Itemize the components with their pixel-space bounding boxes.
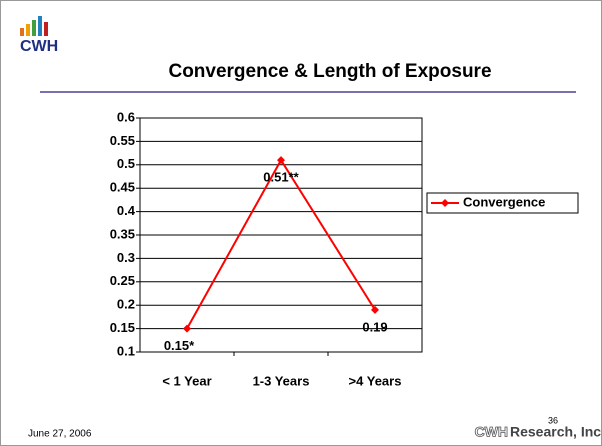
data-label: 0.19 <box>362 319 387 334</box>
x-tick-label: 1-3 Years <box>253 373 310 388</box>
y-tick-label: 0.3 <box>117 250 135 265</box>
y-tick-label: 0.55 <box>110 133 135 148</box>
x-tick-label: < 1 Year <box>162 373 211 388</box>
y-tick-label: 0.2 <box>117 297 135 312</box>
y-tick-label: 0.45 <box>110 180 135 195</box>
chart-title: Convergence & Length of Exposure <box>168 61 491 82</box>
data-point <box>371 305 379 314</box>
y-tick-label: 0.5 <box>117 156 135 171</box>
y-tick-label: 0.1 <box>117 343 135 358</box>
data-point <box>183 324 191 333</box>
y-tick-label: 0.15 <box>110 320 135 335</box>
company-logo: CWH <box>475 424 508 440</box>
y-tick-label: 0.35 <box>110 226 135 241</box>
page-number: 36 <box>548 415 558 425</box>
y-tick-label: 0.25 <box>110 273 135 288</box>
legend-marker <box>441 199 449 207</box>
x-tick-label: >4 Years <box>349 373 402 388</box>
company-name: Research, Inc. <box>510 424 602 440</box>
legend-label: Convergence <box>463 194 545 209</box>
plot-border <box>139 117 423 353</box>
y-tick-label: 0.4 <box>117 203 136 218</box>
legend-box <box>426 192 579 214</box>
logo-bars <box>20 16 48 36</box>
data-label: 0.15* <box>164 338 195 353</box>
data-label: 0.51** <box>263 170 299 185</box>
logo-text: CWH <box>20 38 58 55</box>
y-tick-label: 0.6 <box>117 109 135 124</box>
footer-date: June 27, 2006 <box>28 429 92 440</box>
data-point <box>277 156 285 165</box>
